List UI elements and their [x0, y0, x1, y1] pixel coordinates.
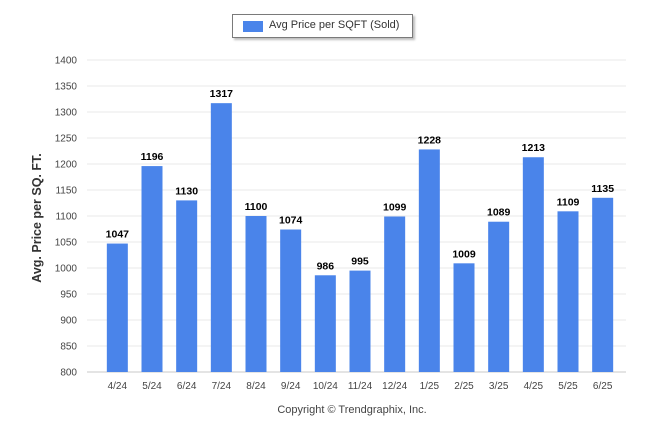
legend-swatch	[243, 21, 263, 32]
x-tick-label: 11/24	[348, 381, 373, 392]
x-tick-label: 7/24	[212, 381, 232, 392]
bar	[592, 197, 614, 372]
data-label: 1196	[141, 151, 164, 163]
bar	[522, 157, 544, 372]
data-label: 1130	[175, 185, 198, 197]
bar	[418, 149, 440, 372]
bar	[384, 216, 406, 372]
x-tick-label: 5/25	[558, 381, 578, 392]
data-label: 1089	[487, 207, 511, 219]
legend-label: Avg Price per SQFT (Sold)	[269, 19, 400, 31]
y-tick-label: 800	[60, 368, 77, 379]
y-tick-label: 1250	[55, 134, 78, 145]
x-axis-ticks: 4/24 5/24 6/24 7/24 8/24 9/24 10/24 11/24 12/24 1…	[108, 381, 613, 392]
x-tick-label: 1/25	[420, 381, 440, 392]
data-label: 1100	[245, 201, 268, 213]
y-tick-label: 950	[60, 290, 77, 301]
data-label: 1135	[591, 183, 614, 195]
y-tick-label: 1300	[55, 108, 78, 119]
y-tick-label: 1100	[55, 212, 77, 223]
y-tick-label: 900	[60, 316, 77, 327]
y-tick-label: 850	[60, 342, 77, 353]
data-label: 1228	[418, 134, 442, 146]
bar	[106, 243, 128, 372]
y-tick-label: 1400	[55, 56, 78, 67]
y-tick-label: 1200	[55, 160, 78, 171]
y-tick-label: 1050	[55, 238, 78, 249]
x-tick-label: 6/24	[177, 381, 197, 392]
y-axis-ticks: 800 850 900 950 1000 1050 1100 1150 1200 1250 1300…	[55, 56, 78, 379]
data-labels: 1047 1196 1130 1317 1100 1074 986 995 1099 1228 10…	[106, 88, 615, 272]
bar	[557, 211, 579, 372]
data-label: 1317	[210, 88, 234, 100]
x-tick-label: 4/24	[108, 381, 128, 392]
data-label: 1109	[557, 196, 580, 208]
bar	[349, 270, 371, 372]
x-tick-label: 6/25	[593, 381, 613, 392]
data-label: 1047	[106, 229, 130, 241]
y-axis-label: Avg. Price per SQ. FT.	[30, 153, 44, 282]
x-tick-label: 10/24	[313, 381, 338, 392]
bar	[280, 229, 302, 372]
data-label: 1074	[279, 215, 303, 227]
bars	[106, 103, 614, 372]
x-tick-label: 8/24	[246, 381, 266, 392]
data-label: 1009	[452, 248, 476, 260]
y-tick-label: 1150	[55, 186, 77, 197]
y-tick-label: 1350	[55, 82, 78, 93]
y-tick-label: 1000	[55, 264, 78, 275]
x-tick-label: 3/25	[489, 381, 509, 392]
bar	[488, 221, 510, 372]
x-tick-label: 2/25	[454, 381, 474, 392]
bar	[314, 275, 336, 372]
data-label: 986	[317, 260, 335, 272]
bar	[245, 216, 267, 372]
x-tick-label: 9/24	[281, 381, 301, 392]
copyright-text: Copyright © Trendgraphix, Inc.	[277, 404, 426, 416]
data-label: 995	[351, 256, 369, 268]
x-tick-label: 12/24	[382, 381, 407, 392]
data-label: 1099	[383, 202, 407, 214]
bar	[453, 263, 475, 372]
bar	[176, 200, 198, 372]
x-tick-label: 5/24	[142, 381, 162, 392]
x-tick-label: 4/25	[524, 381, 544, 392]
bar	[210, 103, 232, 372]
data-label: 1213	[522, 142, 546, 154]
legend: Avg Price per SQFT (Sold)	[232, 14, 413, 38]
bar	[141, 166, 163, 372]
